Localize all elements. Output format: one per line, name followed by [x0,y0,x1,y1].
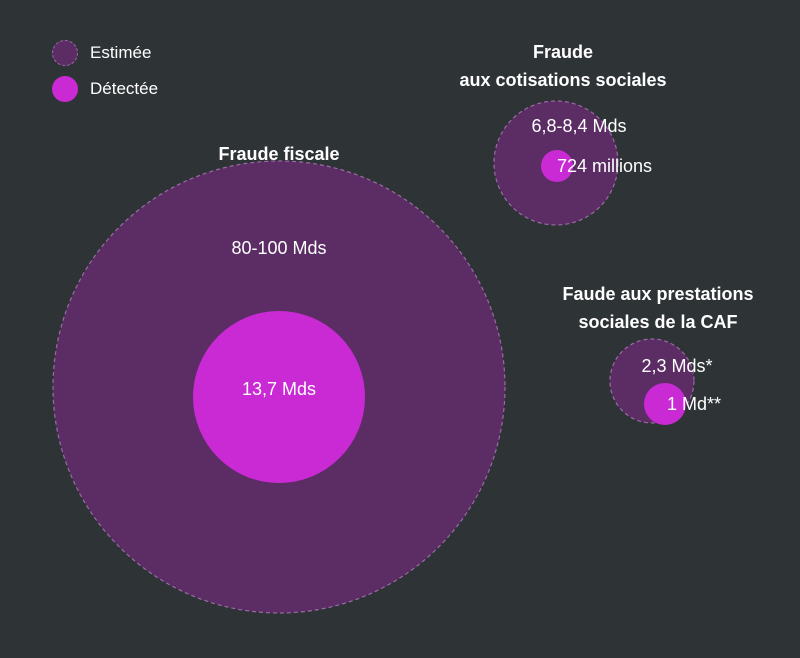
group-title-fraude-fiscale: Fraude fiscale [218,144,339,164]
estimated-label-caf: 2,3 Mds* [641,356,712,376]
group-title-cotisations-line1: Fraude [533,42,593,62]
detected-label-cotisations: 724 millions [557,156,652,176]
legend-label-detectee: Détectée [90,79,159,98]
detected-label-caf: 1 Md** [667,394,721,414]
group-title-cotisations-line2: aux cotisations sociales [459,70,666,90]
legend-swatch-estimee [52,40,78,66]
group-title-caf-line2: sociales de la CAF [578,312,737,332]
legend-item-estimee: Estimée [52,40,151,66]
estimated-label-cotisations: 6,8-8,4 Mds [531,116,626,136]
legend-item-detectee: Détectée [52,76,158,102]
legend-swatch-detectee [52,76,78,102]
bubble-detectee-caf [644,383,686,425]
estimated-label-fraude-fiscale: 80-100 Mds [231,238,326,258]
bubble-detectee-fraude-fiscale [193,311,365,483]
group-title-caf-line1: Faude aux prestations [562,284,753,304]
bubble-detectee-cotisations [541,150,573,182]
detected-label-fraude-fiscale: 13,7 Mds [242,379,316,399]
legend-label-estimee: Estimée [90,43,152,62]
